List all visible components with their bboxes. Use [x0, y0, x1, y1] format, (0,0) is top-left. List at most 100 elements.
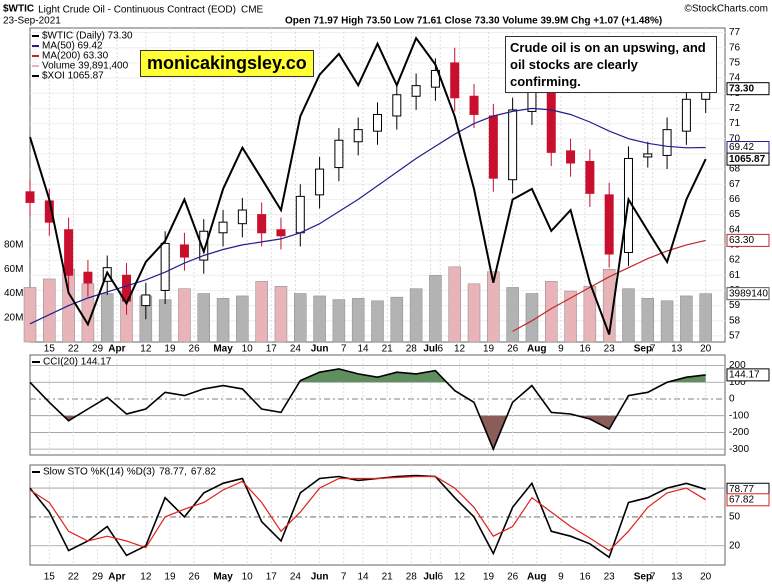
y-tick-label: 68 [729, 164, 741, 175]
x-tick-label: 16 [579, 344, 591, 355]
y-tick-label: 20 [729, 540, 741, 551]
legend-label: MA(50) 69.42 [42, 41, 103, 52]
candle-body [662, 129, 672, 156]
volume-bar [429, 275, 442, 343]
volume-tick-label: 20M [4, 312, 23, 323]
volume-bar [390, 296, 404, 343]
x-tick-label: 10 [242, 572, 254, 583]
y-tick-label: -100 [729, 410, 749, 421]
x-tick-label: 23 [604, 572, 616, 583]
volume-bar [545, 281, 558, 343]
volume-tick-label: 60M [4, 264, 23, 275]
y-tick-label: 72 [729, 103, 741, 114]
x-tick-label: 16 [579, 572, 591, 583]
candle-body [566, 150, 576, 164]
x-tick-label: 17 [266, 572, 278, 583]
candle-body [295, 195, 305, 234]
candle-body [430, 69, 440, 88]
x-tick-label: 14 [357, 572, 369, 583]
y-tick-label: 50 [729, 512, 741, 523]
x-tick-label: Jun [311, 344, 329, 355]
candle-body [25, 191, 35, 203]
panel-frame [29, 464, 726, 566]
series-line [29, 475, 707, 552]
x-tick-label: 12 [140, 344, 152, 355]
x-tick-label: Aug [527, 344, 546, 355]
x-tick-label: 23 [604, 344, 616, 355]
value-tag: 144.17 [729, 370, 760, 381]
x-tick-label: 28 [406, 344, 418, 355]
candle-body [681, 98, 691, 132]
y-tick-label: 200 [729, 360, 746, 371]
panel-title: CCI(20) 144.17 [43, 357, 112, 368]
x-tick-label: 22 [68, 572, 80, 583]
volume-bar [525, 293, 539, 343]
x-tick-label: 22 [68, 344, 80, 355]
x-tick-label: 20 [700, 572, 712, 583]
annotation: Crude oil is on an upswing, and oil stoc… [505, 36, 717, 93]
value-tag: 3989140 [729, 288, 768, 299]
volume-bar [583, 285, 597, 343]
x-tick-label: 13 [671, 572, 683, 583]
x-tick-label: 15 [44, 572, 56, 583]
y-tick-label: 65 [729, 209, 741, 220]
value-tag: 73.30 [729, 83, 754, 94]
series-line [512, 239, 706, 332]
volume-bar [23, 287, 37, 343]
x-tick-label: 26 [507, 344, 519, 355]
x-tick-label: 6 [437, 344, 443, 355]
y-tick-label: 77 [729, 27, 741, 38]
x-tick-label: 26 [189, 572, 201, 583]
x-tick-label: 9 [558, 344, 564, 355]
x-tick-label: 6 [437, 572, 443, 583]
x-tick-label: 24 [290, 572, 302, 583]
x-tick-label: 12 [454, 344, 466, 355]
x-tick-label: 21 [382, 572, 394, 583]
volume-bar [197, 293, 210, 343]
x-tick-label: 28 [406, 572, 418, 583]
value-tag-box [726, 152, 770, 166]
exchange: CME [241, 5, 264, 16]
x-tick-label: 7 [341, 344, 347, 355]
candle-body [604, 194, 614, 255]
y-tick-label: 61 [729, 270, 741, 281]
candle-body [199, 230, 209, 261]
legend-label: 67.82 [191, 467, 216, 478]
chart-title: $WTIC [3, 4, 34, 15]
candle-body [276, 229, 286, 237]
candle-body [315, 168, 325, 196]
volume-bar [448, 266, 461, 343]
y-tick-label: 0 [729, 394, 735, 405]
legend-label: $XOI 1065.87 [42, 71, 104, 82]
x-tick-label: 29 [92, 344, 104, 355]
candle-body [585, 160, 595, 194]
volume-tick-label: 40M [4, 288, 23, 299]
volume-bar [371, 300, 384, 343]
candle-body [64, 229, 74, 276]
y-tick-label: 71 [729, 118, 741, 129]
chart-subtitle: Light Crude Oil - Continuous Contract (E… [38, 5, 236, 16]
cci-fill [299, 368, 706, 383]
volume-bar [506, 287, 519, 343]
stats: Open 71.97 High 73.50 Low 71.61 Close 73… [285, 16, 662, 27]
legend-label: $WTIC (Daily) 73.30 [42, 31, 133, 42]
date: 23-Sep-2021 [3, 16, 61, 27]
volume-bar [641, 298, 655, 343]
candle-body [450, 62, 460, 99]
volume-bar [313, 295, 326, 343]
value-tag-box [726, 368, 770, 382]
value-tag-box [726, 287, 770, 301]
volume-bar [467, 283, 481, 343]
volume-bar [680, 295, 693, 343]
x-tick-label: Jul [423, 572, 438, 583]
legend-label: MA(200) 63.30 [42, 51, 109, 62]
value-tag: 63.30 [729, 235, 754, 246]
candle-body [469, 95, 479, 115]
candle-body [179, 244, 189, 258]
candle-body [546, 83, 556, 153]
x-tick-label: Jun [311, 572, 329, 583]
y-tick-label: 75 [729, 58, 741, 69]
x-tick-label: 7 [650, 572, 656, 583]
x-tick-label: May [213, 572, 233, 583]
